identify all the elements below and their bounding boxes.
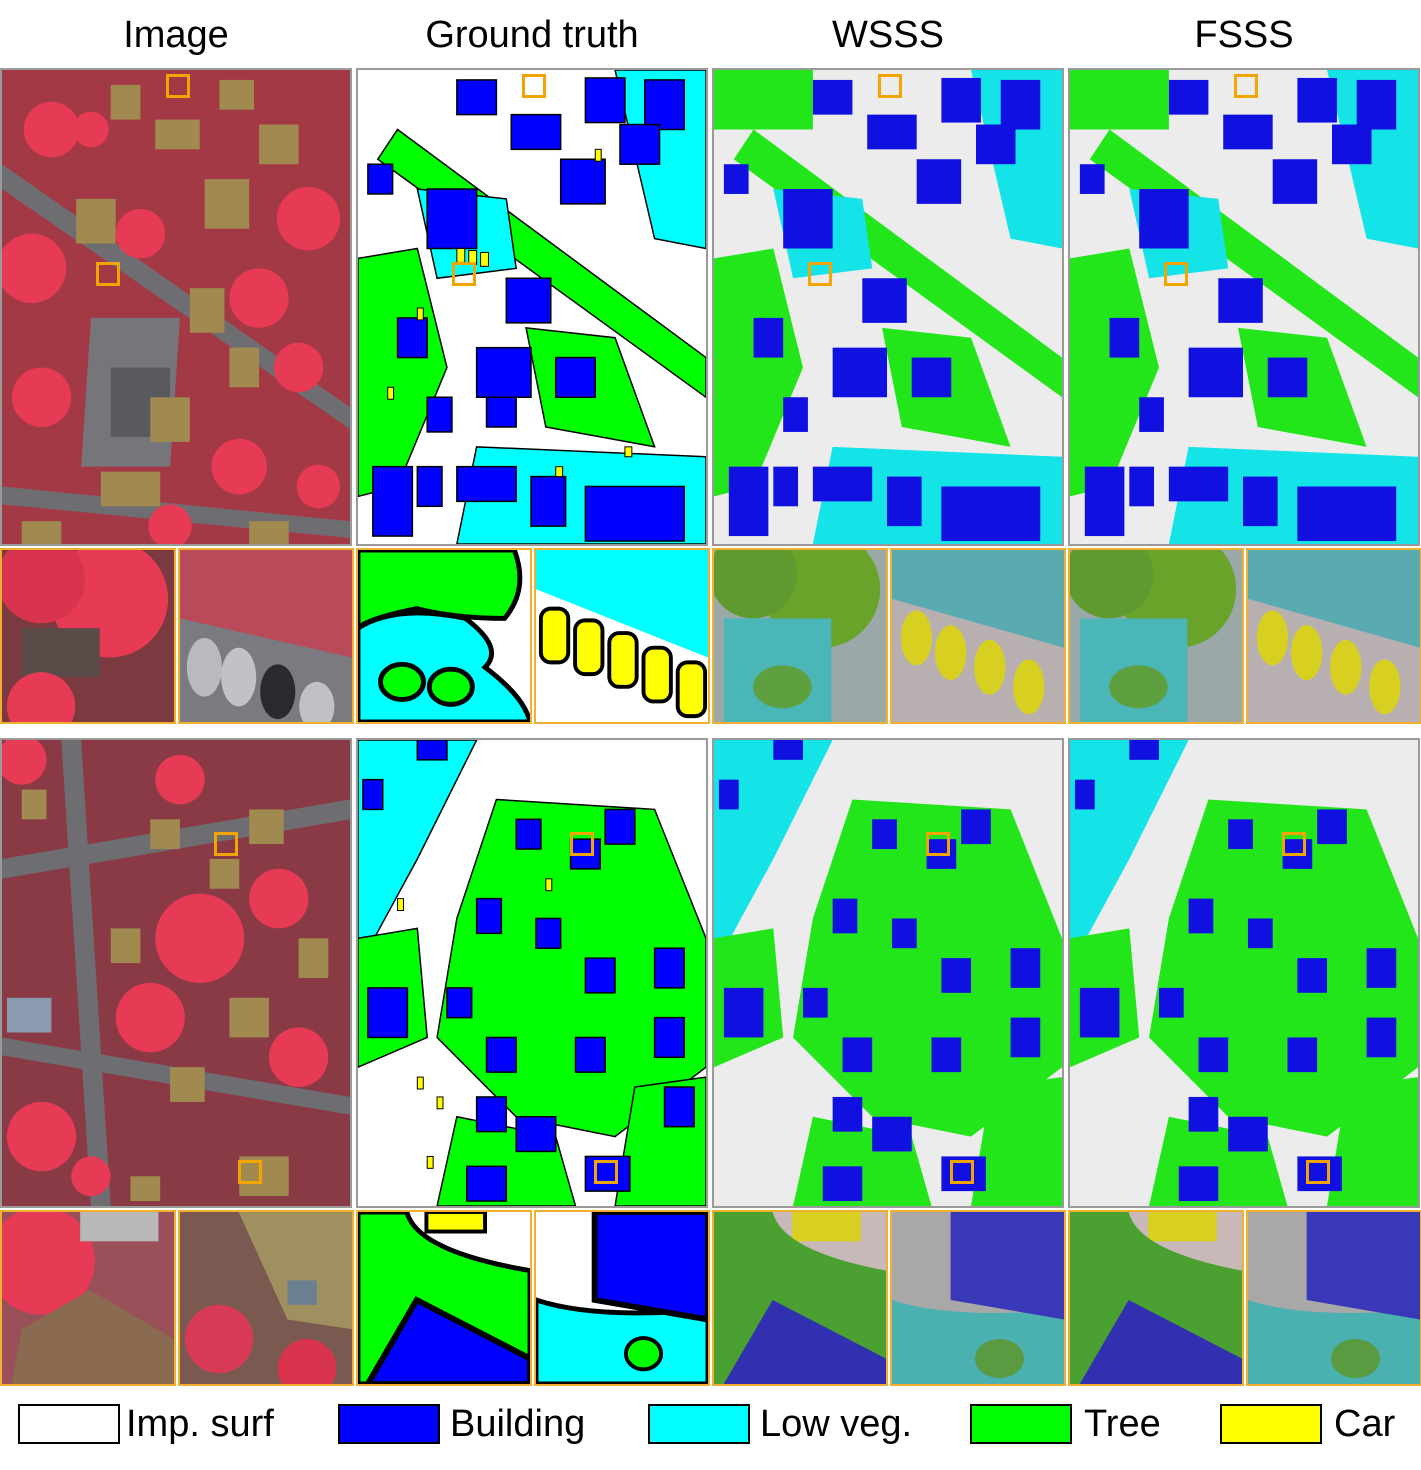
legend-swatch-car	[1220, 1404, 1322, 1444]
crop-marker	[166, 74, 190, 98]
row1-ground-truth-panel	[356, 68, 708, 546]
row1-image-crop-a	[0, 548, 176, 724]
row1-fsss-crop-b	[1246, 548, 1421, 724]
crop-marker	[522, 74, 546, 98]
row1-gt-crop-b	[534, 548, 710, 724]
crop-marker	[1164, 262, 1188, 286]
column-title-wsss: WSSS	[832, 14, 944, 56]
column-title-fsss: FSSS	[1194, 14, 1294, 56]
row1-wsss-crop-b	[890, 548, 1066, 724]
legend-label-low-veg: Low veg.	[760, 1403, 913, 1445]
row2-wsss-crop-a	[712, 1210, 888, 1386]
row2-fsss-crop-b	[1246, 1210, 1421, 1386]
row2-fsss-panel	[1068, 738, 1420, 1208]
row1-fsss-crop-a	[1068, 548, 1244, 724]
legend-swatch-tree	[970, 1404, 1072, 1444]
row2-image-crop-a	[0, 1210, 176, 1386]
row2-image-crop-b	[178, 1210, 354, 1386]
row2-fsss-crop-a	[1068, 1210, 1244, 1386]
row1-fsss-panel	[1068, 68, 1420, 546]
crop-marker	[238, 1160, 262, 1184]
row2-image-panel	[0, 738, 352, 1208]
crop-marker	[96, 262, 120, 286]
crop-marker	[808, 262, 832, 286]
crop-marker	[452, 262, 476, 286]
row1-gt-crop-a	[356, 548, 532, 724]
column-title-ground-truth: Ground truth	[425, 14, 639, 56]
legend-swatch-building	[338, 1404, 440, 1444]
crop-marker	[570, 832, 594, 856]
crop-marker	[1234, 74, 1258, 98]
legend-label-tree: Tree	[1084, 1403, 1161, 1445]
crop-marker	[1282, 832, 1306, 856]
crop-marker	[1306, 1160, 1330, 1184]
row2-wsss-crop-b	[890, 1210, 1066, 1386]
row2-wsss-panel	[712, 738, 1064, 1208]
row2-gt-crop-a	[356, 1210, 532, 1386]
crop-marker	[926, 832, 950, 856]
crop-marker	[878, 74, 902, 98]
legend-swatch-imp-surf	[18, 1404, 120, 1444]
row1-image-crop-b	[178, 548, 354, 724]
crop-marker	[950, 1160, 974, 1184]
row1-wsss-crop-a	[712, 548, 888, 724]
row2-ground-truth-panel	[356, 738, 708, 1208]
row1-wsss-panel	[712, 68, 1064, 546]
legend-swatch-low-veg	[648, 1404, 750, 1444]
row1-image-panel	[0, 68, 352, 546]
crop-marker	[594, 1160, 618, 1184]
row2-gt-crop-b	[534, 1210, 710, 1386]
crop-marker	[214, 832, 238, 856]
legend-label-building: Building	[450, 1403, 586, 1445]
legend-label-car: Car	[1334, 1403, 1396, 1445]
legend-label-imp-surf: Imp. surf	[126, 1403, 274, 1445]
column-title-image: Image	[123, 14, 229, 56]
